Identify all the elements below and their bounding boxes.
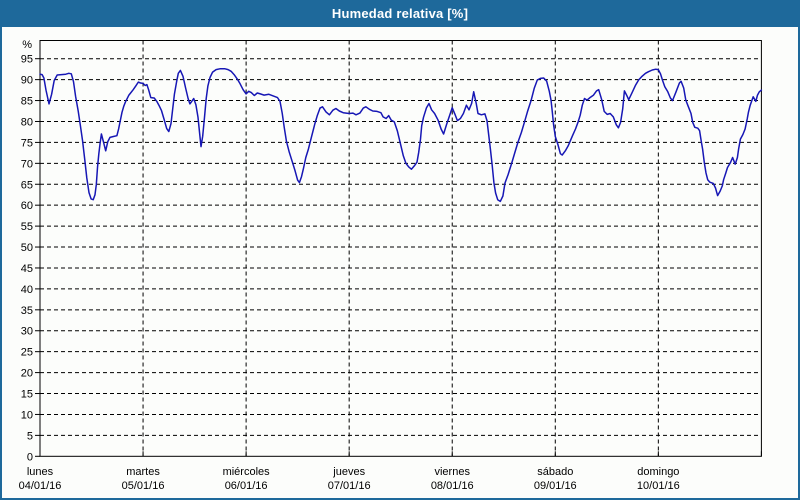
svg-text:45: 45 — [21, 263, 33, 275]
svg-text:90: 90 — [21, 75, 33, 87]
day-date-label: 06/01/16 — [225, 480, 268, 492]
svg-text:30: 30 — [21, 326, 33, 338]
chart-area: 0 5 10 15 20 25 30 35 40 45 50 55 60 65 70 75 80 85 90 95% l… — [2, 27, 798, 498]
x-gridlines — [142, 40, 659, 457]
humidity-series — [39, 67, 763, 203]
svg-text:85: 85 — [21, 96, 33, 108]
day-name-label: jueves — [332, 466, 365, 478]
svg-text:55: 55 — [21, 221, 33, 233]
chart-canvas: 0 5 10 15 20 25 30 35 40 45 50 55 60 65 70 75 80 85 90 95% l… — [19, 39, 763, 492]
svg-text:10: 10 — [21, 409, 33, 421]
svg-text:35: 35 — [21, 305, 33, 317]
chart-title: Humedad relativa [%] — [331, 6, 469, 21]
humidity-line — [39, 67, 763, 203]
day-name-label: martes — [126, 466, 160, 478]
svg-text:60: 60 — [21, 200, 33, 212]
day-date-label: 07/01/16 — [328, 480, 371, 492]
day-name-label: lunes — [27, 466, 54, 478]
day-date-label: 05/01/16 — [122, 480, 165, 492]
svg-text:50: 50 — [21, 242, 33, 254]
day-name-label: viernes — [434, 466, 470, 478]
svg-text:95: 95 — [21, 54, 33, 66]
day-date-label: 09/01/16 — [534, 480, 577, 492]
svg-text:80: 80 — [21, 116, 33, 128]
svg-text:65: 65 — [21, 179, 33, 191]
y-axis-unit-label: % — [22, 39, 32, 51]
svg-text:25: 25 — [21, 347, 33, 359]
day-date-label: 08/01/16 — [431, 480, 474, 492]
svg-text:40: 40 — [21, 284, 33, 296]
x-axis-day-labels: lunes 04/01/16 martes 05/01/16 miércoles 06/0… — [19, 451, 762, 492]
plot-border — [39, 40, 762, 457]
title-bar: Humedad relativa [%] — [2, 0, 798, 27]
svg-text:5: 5 — [27, 430, 33, 442]
day-date-label: 10/01/16 — [637, 480, 680, 492]
svg-text:70: 70 — [21, 158, 33, 170]
day-name-label: domingo — [637, 466, 679, 478]
y-axis-tick-labels: 0 5 10 15 20 25 30 35 40 45 50 55 60 65 70 75 80 85 90 95% — [21, 39, 40, 463]
day-name-label: sábado — [537, 466, 573, 478]
day-name-label: miércoles — [223, 466, 271, 478]
svg-text:75: 75 — [21, 137, 33, 149]
svg-text:15: 15 — [21, 389, 33, 401]
svg-text:0: 0 — [27, 451, 33, 463]
day-date-label: 04/01/16 — [19, 480, 62, 492]
y-gridlines — [40, 58, 762, 436]
svg-text:20: 20 — [21, 368, 33, 380]
